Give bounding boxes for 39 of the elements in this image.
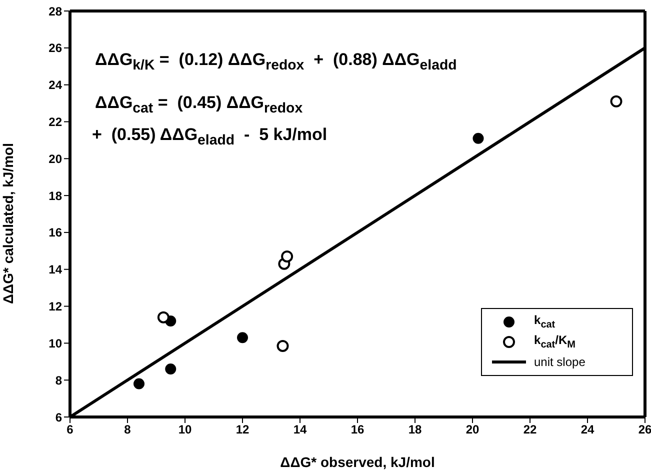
y-tick-label: 26 bbox=[48, 41, 62, 56]
x-tick-label: 18 bbox=[408, 422, 422, 437]
legend-label: unit slope bbox=[534, 355, 586, 369]
annotation: ΔΔG$_{k/K}$ = (0.12) ΔΔG$_{redox}$ + (0.88) ΔΔG$_{eladd}$ bbox=[95, 50, 457, 74]
x-tick-label: 8 bbox=[124, 422, 132, 437]
y-tick-label: 20 bbox=[48, 152, 62, 166]
x-tick-label: 22 bbox=[523, 422, 537, 437]
x-tick-label: 20 bbox=[466, 422, 480, 437]
x-tick-label: 14 bbox=[293, 422, 307, 437]
point bbox=[157, 311, 170, 324]
point bbox=[472, 132, 484, 144]
y-tick-label: 16 bbox=[48, 226, 62, 240]
x-tick-label: 12 bbox=[236, 422, 250, 437]
y-tick-label: 24 bbox=[48, 78, 62, 92]
legend-label: k$_{cat}$/K$_{M}$ bbox=[534, 333, 576, 351]
y-tick-label: 10 bbox=[48, 336, 62, 350]
y-tick-label: 6 bbox=[55, 410, 62, 424]
y-axis-title: ΔΔG* calculated, kJ/mol bbox=[0, 143, 16, 304]
x-tick-label: 24 bbox=[580, 422, 594, 437]
point bbox=[281, 250, 294, 262]
point bbox=[134, 378, 144, 390]
y-tick-label: 22 bbox=[48, 114, 62, 129]
x-tick-label: 16 bbox=[350, 422, 364, 437]
legend-label: k$_{cat}$ bbox=[534, 313, 556, 331]
x-tick-label: 10 bbox=[178, 422, 192, 437]
point bbox=[237, 332, 248, 344]
point bbox=[610, 95, 622, 108]
point bbox=[165, 364, 176, 375]
annotation: + (0.55) ΔΔG$_{eladd}$ - 5 kJ/mol bbox=[92, 125, 328, 148]
point bbox=[276, 340, 289, 352]
x-tick-label: 26 bbox=[638, 422, 651, 437]
y-tick-label: 14 bbox=[48, 262, 62, 277]
y-tick-label: 12 bbox=[48, 300, 62, 314]
x-tick-label: 6 bbox=[66, 422, 74, 437]
y-tick-label: 28 bbox=[48, 4, 62, 18]
x-axis-title: ΔΔG* observed, kJ/mol bbox=[280, 454, 435, 470]
annotation: ΔΔG$_{cat}$ = (0.45) ΔΔG$_{redox}$ bbox=[95, 93, 303, 116]
y-tick-label: 8 bbox=[55, 373, 62, 388]
y-tick-label: 18 bbox=[48, 188, 62, 203]
